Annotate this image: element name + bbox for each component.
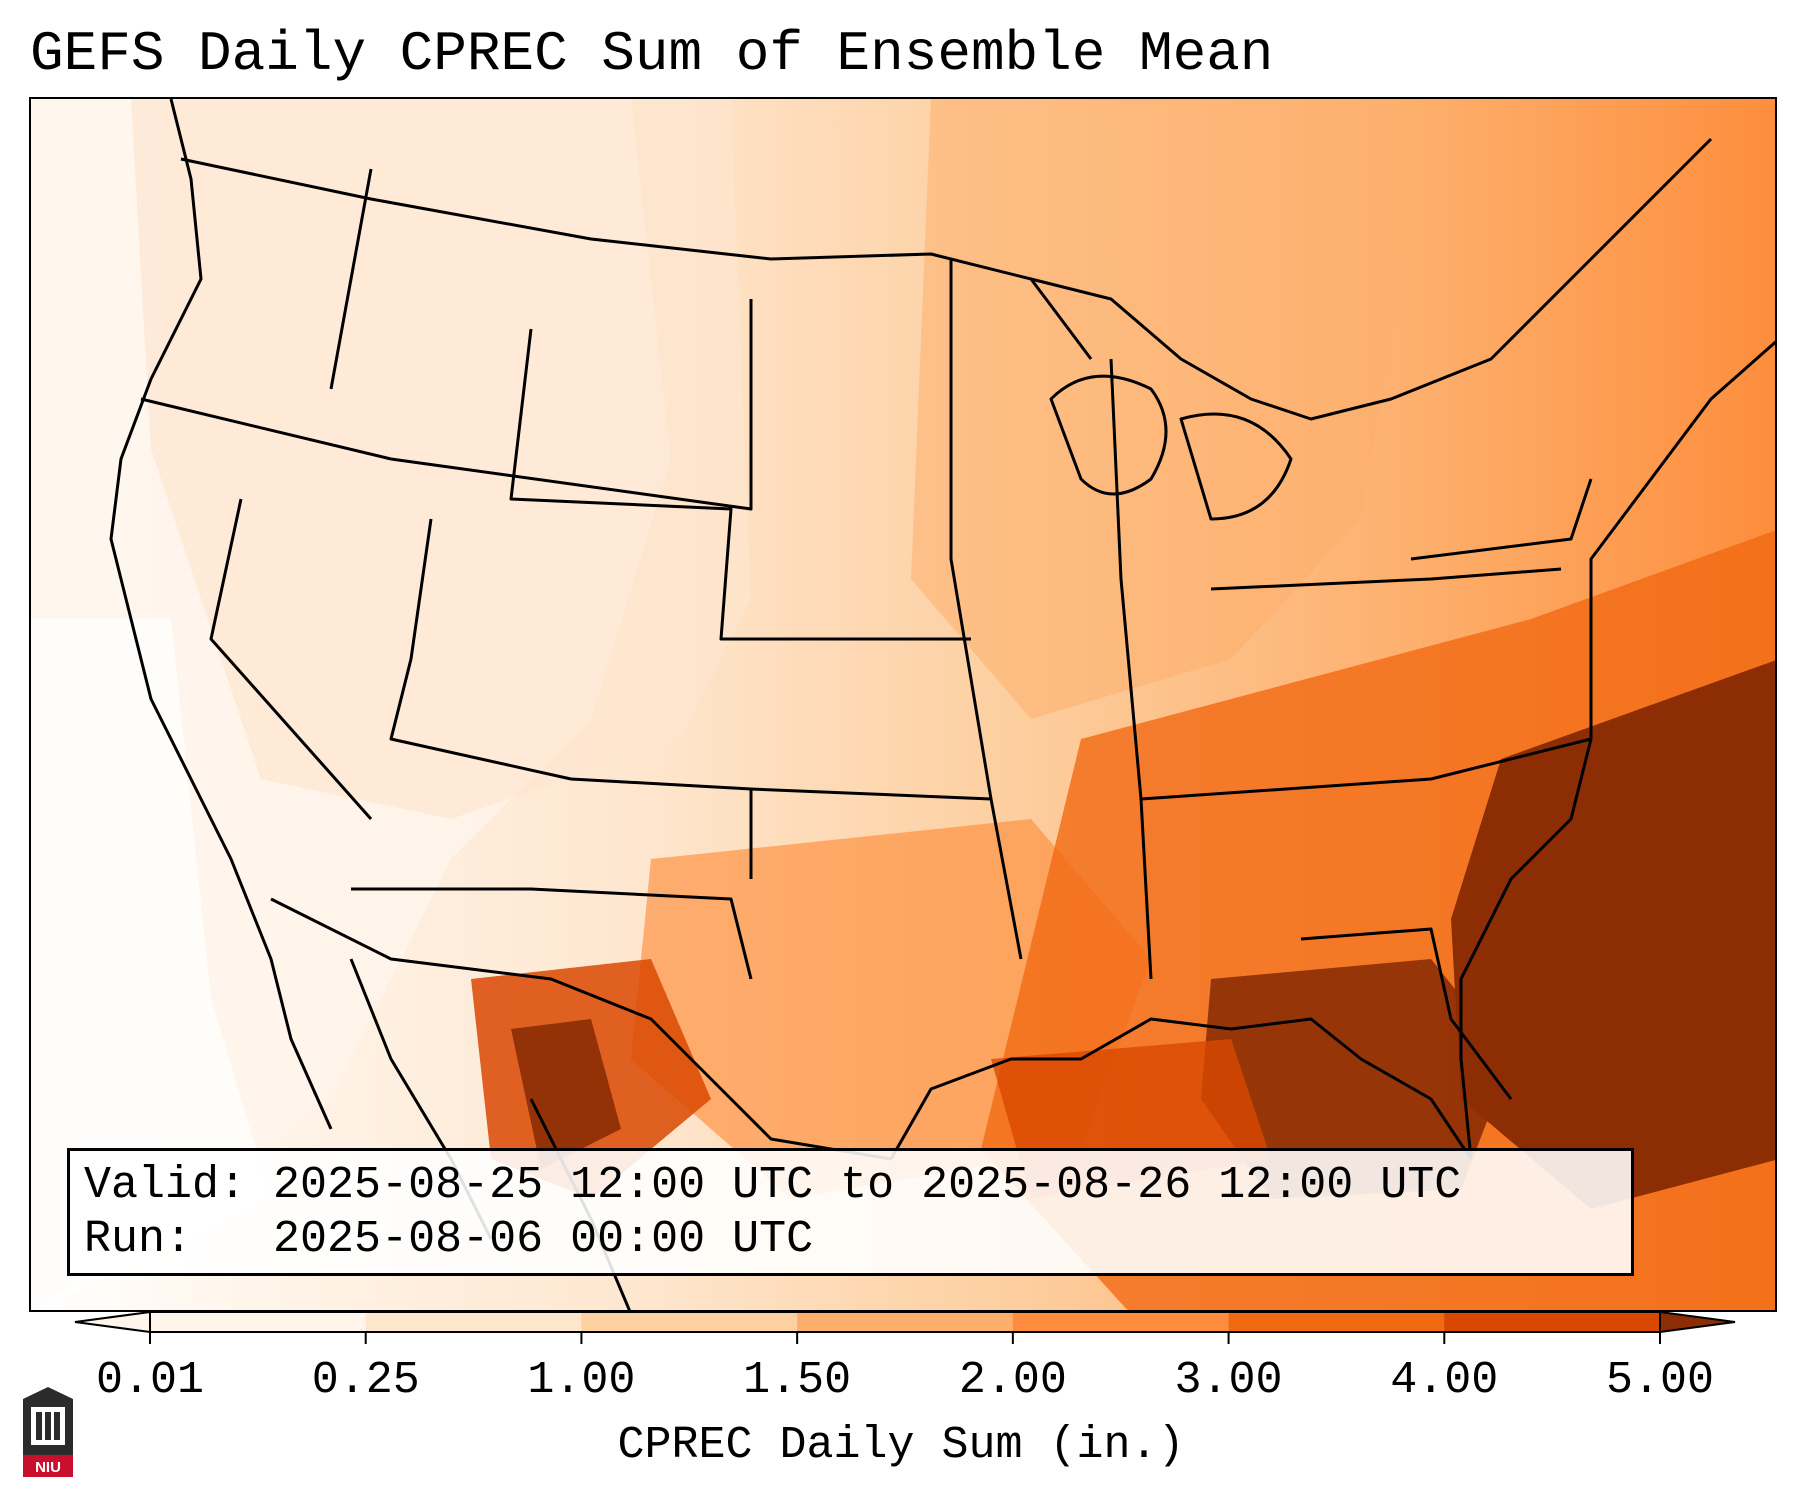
colorbar-segment [1228,1312,1445,1332]
colorbar-segment [1444,1312,1661,1332]
ms-river [1109,358,1153,980]
niu-logo-icon: NIU [23,1387,73,1477]
colorbar-tick-label: 4.00 [1390,1355,1499,1406]
precip-field-atlantic-heavy [1451,660,1775,1209]
colorbar-segment [365,1312,582,1332]
validity-info-box: Valid: 2025-08-25 12:00 UTC to 2025-08-2… [67,1148,1634,1276]
precip-field-pacific [31,619,271,1310]
colorbar-segment [581,1312,798,1332]
run-row: Run: 2025-08-06 00:00 UTC [84,1213,1617,1267]
colorbar-tick-label: 3.00 [1174,1355,1283,1406]
id-wy-border [390,299,753,511]
west-coastline [109,99,333,1130]
northeast-border [1030,137,1713,421]
lake-outline [1049,374,1168,496]
colorbar [74,1310,1736,1344]
wy-co-border [509,328,971,641]
colorbar-label: CPREC Daily Sum (in.) [617,1420,1185,1471]
fl-border [1300,927,1513,1100]
atlantic-coast [1459,340,1775,1160]
colorbar-segment [1012,1312,1230,1332]
colorbar-outline [149,1311,1661,1333]
us-mexico-border [270,897,892,1161]
precip-field-mexico-core [511,1019,621,1169]
gulf-coast [889,1017,1473,1160]
colorbar-tick-label: 2.00 [958,1355,1067,1406]
nv-ca-border [209,498,373,820]
colorbar-segment [150,1312,367,1332]
map-title: GEFS Daily CPREC Sum of Ensemble Mean [30,22,1274,86]
logo-text: NIU [35,1459,61,1476]
precip-field-interior-west [131,99,751,819]
run-value: 2025-08-06 00:00 UTC [273,1214,814,1265]
or-border [140,397,392,461]
boundaries [109,99,1775,1310]
valid-row: Valid: 2025-08-25 12:00 UTC to 2025-08-2… [84,1159,1617,1213]
colorbar-tick-label: 5.00 [1605,1355,1715,1406]
tn-nc-border [1140,737,1592,801]
colorbar-tick-label: 0.01 [95,1355,205,1406]
colorbar-tick-label: 1.50 [743,1355,852,1406]
az-nm-border [351,887,753,980]
precip-field-north-central [911,99,1431,719]
colorbar-segment [797,1312,1014,1332]
colorbar-tick-label: 0.25 [311,1355,420,1406]
pa-border [1410,478,1593,561]
colorbar-tick-label: 1.00 [527,1355,636,1406]
wa-id-border [329,168,373,390]
precip-field-gulf-heavy [1201,959,1511,1199]
precip-map [29,97,1777,1312]
ut-az-border [389,518,753,879]
valid-label: Valid: [84,1160,247,1211]
oh-border [1210,567,1562,591]
map-canvas [31,99,1775,1310]
colorbar-extend-low [74,1310,151,1334]
plains-border [949,259,993,800]
valid-value: 2025-08-25 12:00 UTC to 2025-08-26 12:00… [273,1160,1462,1211]
colorbar-extend-high [1659,1310,1736,1334]
run-label: Run: [84,1214,193,1265]
lake-outline-2 [1179,412,1293,521]
